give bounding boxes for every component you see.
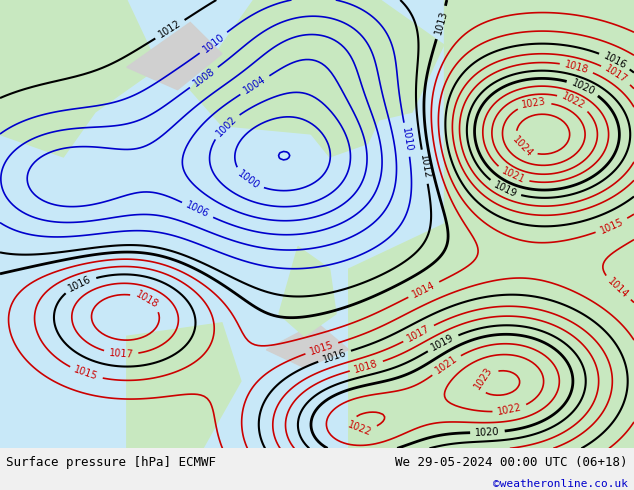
Text: 1006: 1006	[184, 200, 210, 220]
Text: 1017: 1017	[603, 64, 630, 85]
Polygon shape	[349, 224, 634, 448]
Text: 1014: 1014	[411, 280, 437, 299]
Text: Surface pressure [hPa] ECMWF: Surface pressure [hPa] ECMWF	[6, 456, 216, 469]
Polygon shape	[444, 0, 634, 448]
Text: 1019: 1019	[492, 179, 518, 199]
Text: 1020: 1020	[570, 77, 597, 97]
Text: 1012: 1012	[157, 19, 183, 40]
Text: 1010: 1010	[201, 31, 226, 54]
Polygon shape	[127, 323, 241, 448]
Text: 1016: 1016	[321, 347, 347, 365]
Text: 1024: 1024	[510, 134, 534, 159]
Text: 1015: 1015	[73, 365, 100, 382]
Text: 1023: 1023	[521, 97, 547, 110]
Text: 1014: 1014	[605, 276, 630, 300]
Text: We 29-05-2024 00:00 UTC (06+18): We 29-05-2024 00:00 UTC (06+18)	[395, 456, 628, 469]
Polygon shape	[0, 0, 158, 157]
Text: 1021: 1021	[433, 354, 459, 376]
Text: 1022: 1022	[347, 419, 373, 438]
Text: 1002: 1002	[214, 114, 238, 138]
Text: 1018: 1018	[133, 290, 160, 311]
Text: 1019: 1019	[430, 333, 456, 353]
Text: 1018: 1018	[353, 358, 380, 374]
Text: 1023: 1023	[472, 366, 494, 392]
Text: ©weatheronline.co.uk: ©weatheronline.co.uk	[493, 479, 628, 489]
Text: 1008: 1008	[191, 66, 217, 89]
Text: 1004: 1004	[242, 74, 268, 96]
Text: 1016: 1016	[602, 50, 628, 71]
Polygon shape	[304, 0, 393, 157]
Text: 1010: 1010	[400, 127, 414, 152]
Text: 1016: 1016	[67, 274, 93, 294]
Polygon shape	[190, 0, 444, 135]
Polygon shape	[127, 23, 222, 90]
Text: 1012: 1012	[418, 154, 432, 180]
Text: 1022: 1022	[496, 403, 523, 417]
Text: 1017: 1017	[405, 323, 432, 343]
Text: 1015: 1015	[598, 216, 625, 236]
Text: 1022: 1022	[560, 91, 586, 111]
Text: 1015: 1015	[309, 340, 335, 357]
Text: 1020: 1020	[475, 427, 500, 438]
Polygon shape	[266, 323, 349, 368]
Polygon shape	[279, 246, 336, 336]
Text: 1021: 1021	[500, 166, 526, 186]
Text: 1000: 1000	[236, 169, 261, 191]
Text: 1018: 1018	[564, 59, 590, 75]
Text: 1013: 1013	[433, 9, 450, 36]
Text: 1017: 1017	[108, 348, 134, 360]
